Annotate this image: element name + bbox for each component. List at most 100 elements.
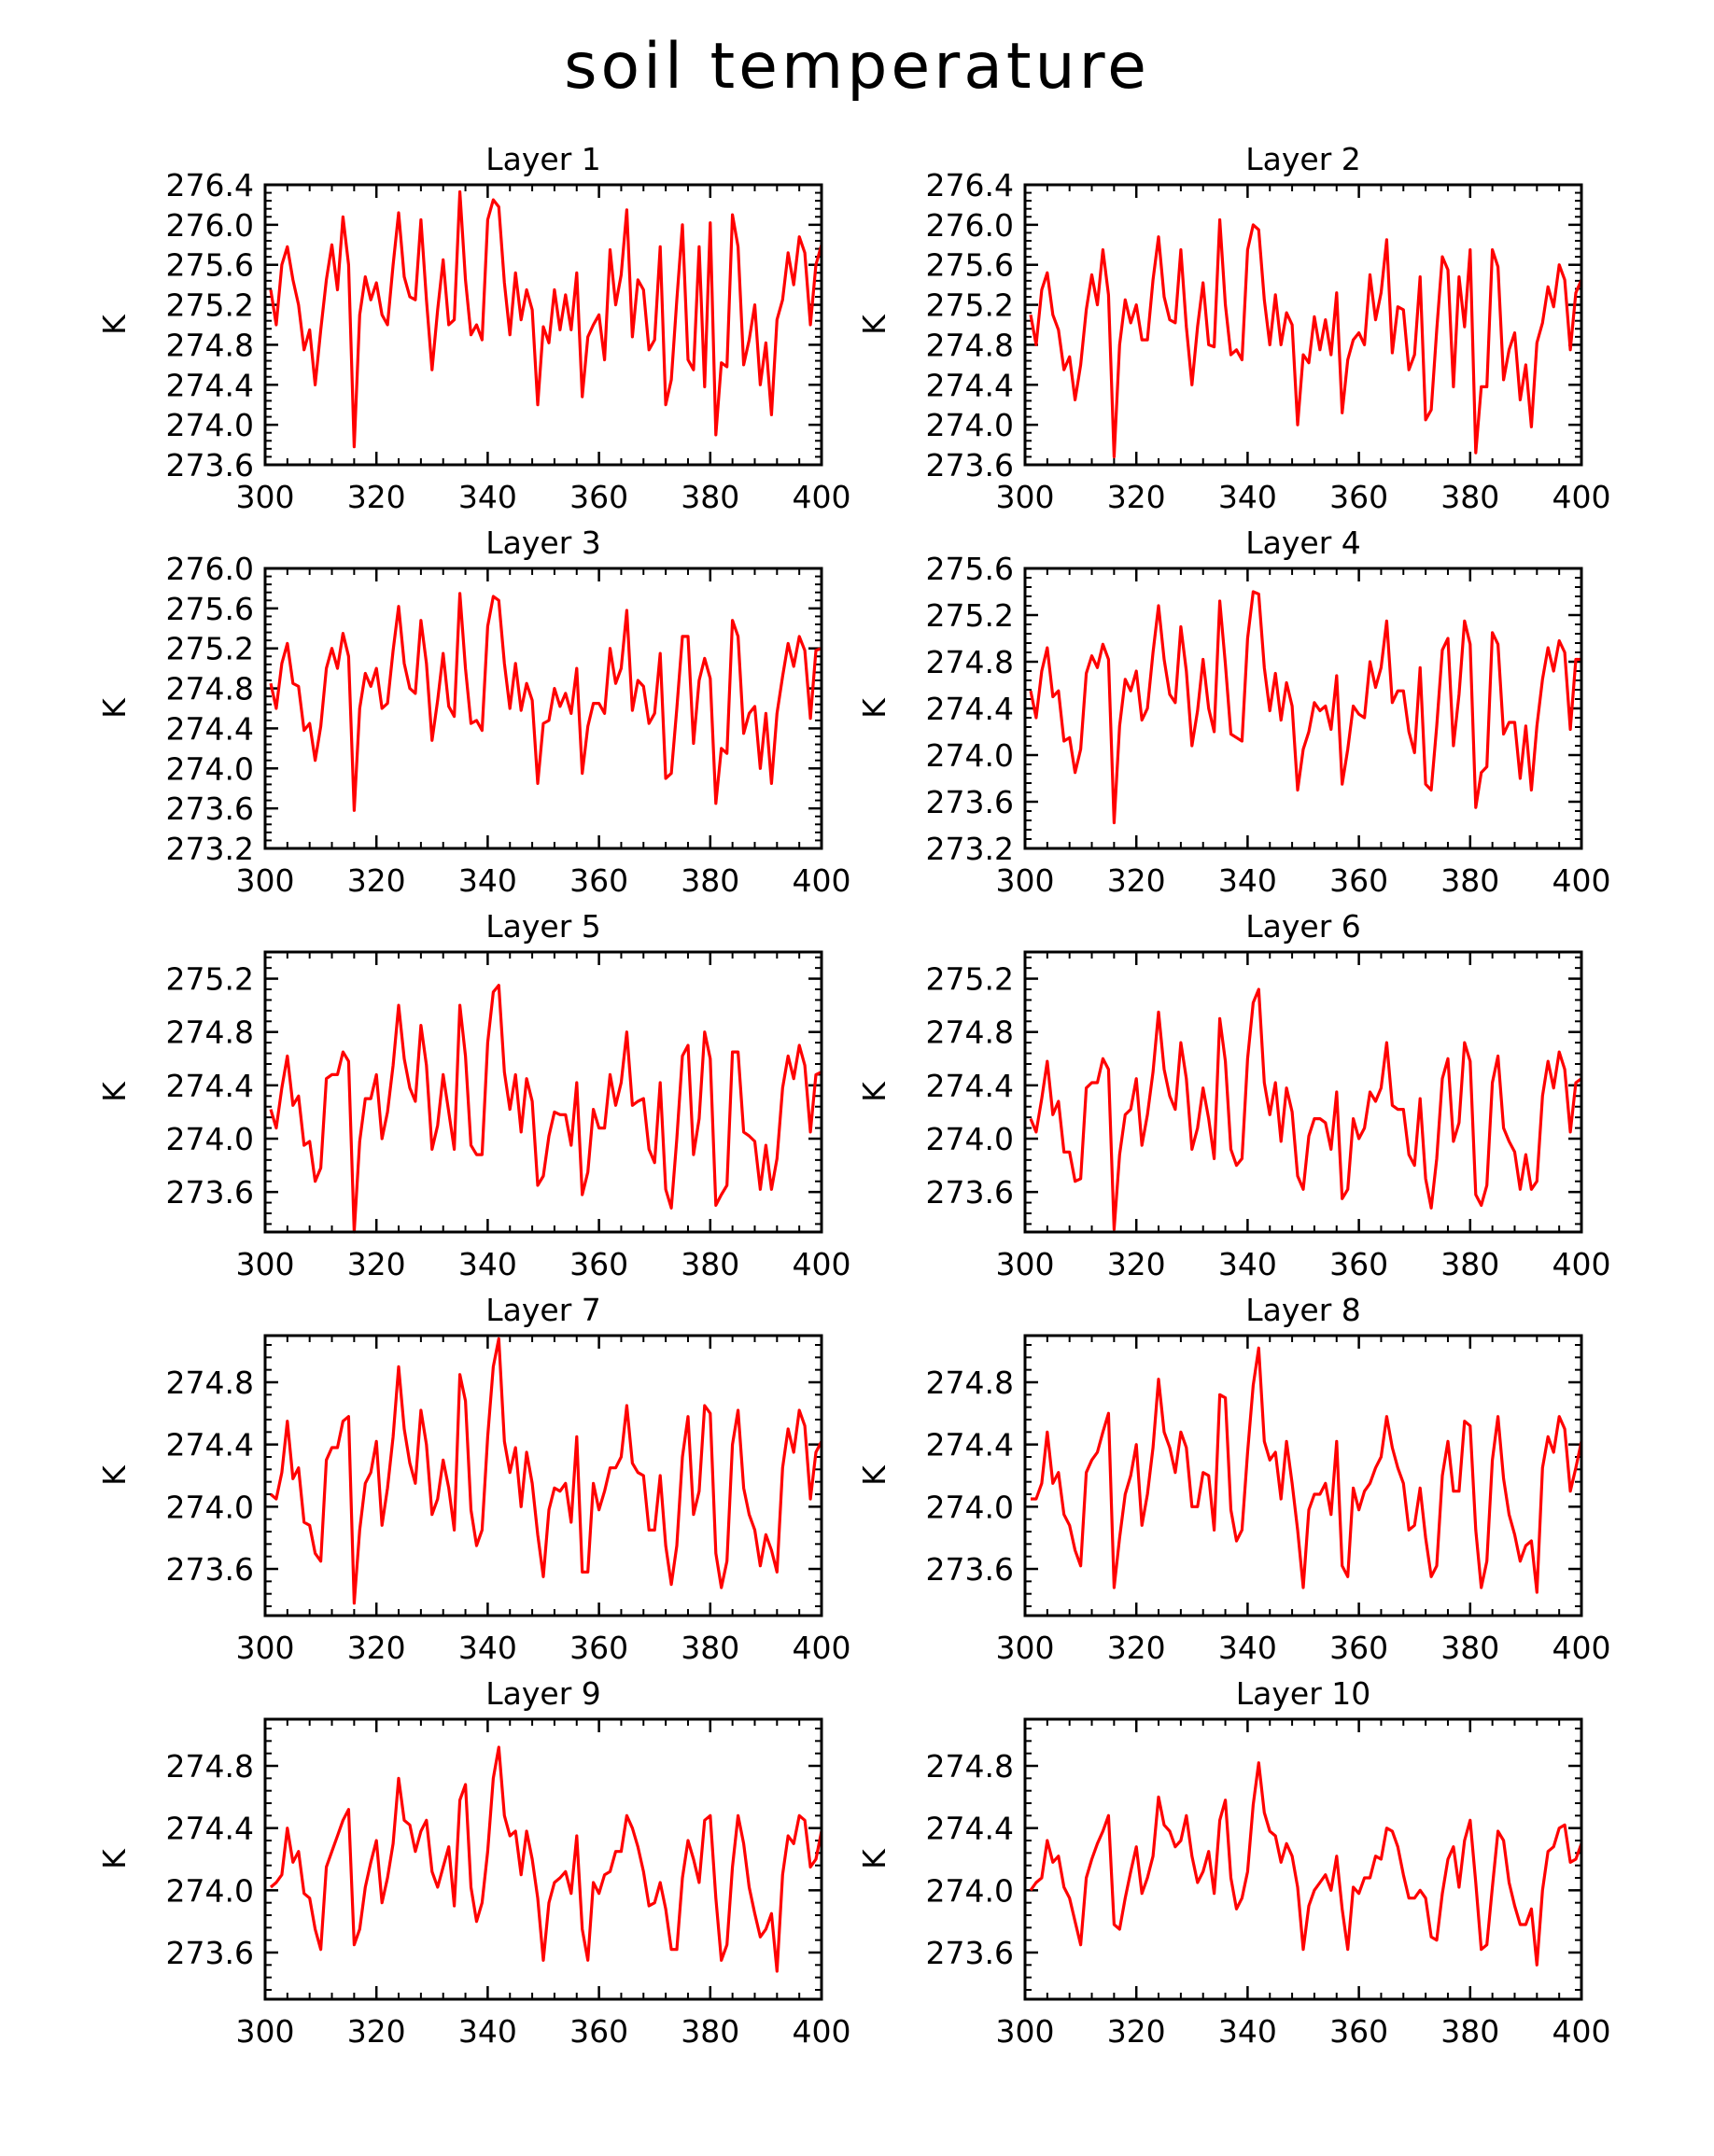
panel-title: Layer 7 — [485, 1292, 601, 1328]
y-tick-label: 274.4 — [166, 1068, 254, 1104]
y-tick-label: 274.0 — [166, 1489, 254, 1525]
x-tick-label: 300 — [996, 1246, 1055, 1282]
y-tick-label: 274.4 — [166, 710, 254, 747]
x-tick-label: 380 — [681, 862, 739, 899]
panel-layer-8: Layer 8 K 300 320 340 360 380 400 273.6 274.0 274.… — [856, 1292, 1611, 1666]
x-tick-label: 340 — [458, 862, 517, 899]
y-axis-label: K — [856, 1848, 892, 1869]
y-tick-label: 274.8 — [166, 1365, 254, 1401]
x-tick-label: 300 — [236, 1246, 295, 1282]
panel-title: Layer 4 — [1245, 525, 1361, 561]
plot-frame — [263, 950, 823, 1234]
panel-layer-1: Layer 1 K 300 320 340 360 380 400 273.6 274.0 274.… — [96, 141, 851, 515]
panel-title: Layer 1 — [485, 141, 601, 177]
x-tick-label: 300 — [236, 862, 295, 899]
x-tick-label: 380 — [681, 1246, 739, 1282]
y-axis-label: K — [856, 697, 892, 719]
y-tick-label: 274.0 — [926, 1872, 1014, 1909]
y-tick-label: 273.6 — [926, 1551, 1014, 1588]
panel-layer-9: Layer 9 K 300 320 340 360 380 400 273.6 274.0 274.… — [96, 1675, 851, 2050]
plot-frame — [263, 1334, 823, 1617]
y-tick-label: 274.8 — [926, 1748, 1014, 1785]
panel-title: Layer 10 — [1236, 1675, 1371, 1712]
x-tick-label: 360 — [569, 479, 628, 515]
x-tick-label: 300 — [996, 479, 1055, 515]
y-tick-label: 273.2 — [926, 831, 1014, 867]
y-tick-label: 274.8 — [926, 1015, 1014, 1051]
y-axis-label: K — [96, 1848, 133, 1869]
x-tick-label: 320 — [347, 1630, 406, 1666]
y-tick-label: 276.0 — [166, 551, 254, 587]
y-tick-label: 274.8 — [166, 1015, 254, 1051]
plot-frame — [263, 567, 823, 850]
y-tick-label: 276.0 — [166, 207, 254, 244]
x-tick-label: 300 — [236, 2013, 295, 2050]
y-tick-label: 273.6 — [166, 791, 254, 827]
panel-title: Layer 3 — [485, 525, 601, 561]
y-tick-label: 275.2 — [166, 287, 254, 324]
series-line — [269, 1745, 823, 1973]
x-tick-label: 340 — [1218, 862, 1277, 899]
y-tick-label: 273.6 — [166, 1935, 254, 1971]
x-tick-label: 340 — [1218, 479, 1277, 515]
y-tick-label: 273.6 — [166, 1174, 254, 1211]
y-axis-label: K — [96, 1081, 133, 1102]
y-tick-label: 274.0 — [166, 407, 254, 443]
x-tick-label: 320 — [347, 1246, 406, 1282]
x-tick-label: 360 — [1329, 862, 1388, 899]
plot-frame — [1023, 567, 1583, 850]
y-tick-label: 273.6 — [926, 1174, 1014, 1211]
x-tick-label: 360 — [1329, 2013, 1388, 2050]
y-tick-label: 274.8 — [926, 327, 1014, 363]
x-tick-label: 380 — [681, 479, 739, 515]
x-tick-label: 380 — [1440, 862, 1499, 899]
x-tick-label: 300 — [996, 862, 1055, 899]
x-tick-label: 380 — [681, 2013, 739, 2050]
plot-frame — [1023, 183, 1583, 467]
y-tick-label: 273.2 — [166, 831, 254, 867]
panel-layer-2: Layer 2 K 300 320 340 360 380 400 273.6 274.0 274.… — [856, 141, 1611, 515]
y-tick-label: 275.2 — [926, 961, 1014, 998]
panel-title: Layer 6 — [1245, 908, 1361, 945]
y-axis-label: K — [96, 697, 133, 719]
y-tick-label: 275.6 — [166, 247, 254, 284]
x-tick-label: 400 — [1552, 2013, 1611, 2050]
x-tick-label: 400 — [793, 2013, 851, 2050]
y-tick-label: 275.2 — [926, 597, 1014, 634]
y-tick-label: 276.0 — [926, 207, 1014, 244]
y-tick-label: 276.4 — [166, 167, 254, 203]
x-tick-label: 380 — [1440, 2013, 1499, 2050]
y-tick-label: 274.0 — [166, 750, 254, 787]
y-tick-label: 275.6 — [166, 591, 254, 627]
x-tick-label: 300 — [236, 479, 295, 515]
y-tick-label: 275.2 — [166, 631, 254, 667]
series-line — [1031, 1346, 1583, 1594]
y-tick-label: 274.0 — [926, 407, 1014, 443]
x-tick-label: 400 — [793, 479, 851, 515]
x-tick-label: 360 — [569, 2013, 628, 2050]
panel-layer-4: Layer 4 K 300 320 340 360 380 400 273.2 273.6 274.… — [856, 525, 1611, 899]
x-tick-label: 400 — [1552, 862, 1611, 899]
panel-layer-3: Layer 3 K 300 320 340 360 380 400 273.2 273.6 274.… — [96, 525, 851, 899]
y-tick-label: 274.0 — [926, 1489, 1014, 1525]
x-tick-label: 380 — [1440, 1630, 1499, 1666]
panel-layer-6: Layer 6 K 300 320 340 360 380 400 273.6 274.0 274.… — [856, 908, 1611, 1282]
y-tick-label: 273.6 — [926, 447, 1014, 483]
x-tick-label: 400 — [1552, 479, 1611, 515]
x-tick-label: 320 — [1107, 479, 1166, 515]
x-tick-label: 400 — [1552, 1246, 1611, 1282]
panel-title: Layer 8 — [1245, 1292, 1361, 1328]
plot-frame — [263, 1717, 823, 2001]
x-tick-label: 400 — [793, 1630, 851, 1666]
y-tick-label: 273.6 — [166, 1551, 254, 1588]
plot-frame — [1023, 950, 1583, 1234]
y-tick-label: 273.6 — [926, 784, 1014, 820]
panel-layer-7: Layer 7 K 300 320 340 360 380 400 273.6 274.0 274.… — [96, 1292, 851, 1666]
series-line — [1029, 217, 1583, 458]
y-tick-label: 274.8 — [166, 1748, 254, 1785]
x-tick-label: 400 — [1552, 1630, 1611, 1666]
x-tick-label: 320 — [347, 862, 406, 899]
y-tick-label: 273.6 — [926, 1935, 1014, 1971]
series-line — [1029, 1761, 1583, 1967]
y-tick-label: 274.8 — [926, 644, 1014, 680]
